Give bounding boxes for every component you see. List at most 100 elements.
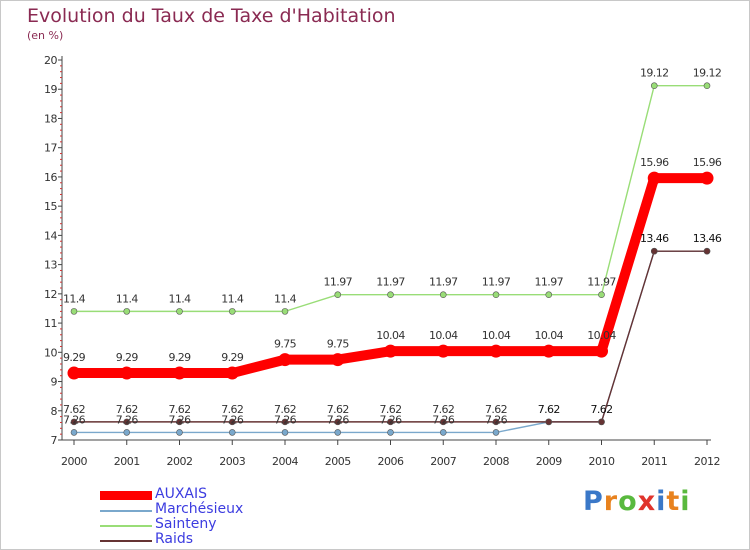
data-point	[67, 366, 81, 380]
data-label: 7.62	[63, 403, 85, 416]
data-label: 9.29	[116, 351, 139, 364]
data-label: 7.62	[327, 403, 349, 416]
y-tick-label: 18	[44, 112, 57, 125]
series-points	[67, 82, 714, 436]
data-point	[492, 418, 500, 426]
data-label: 13.46	[640, 232, 669, 245]
y-tick-label: 20	[44, 54, 57, 67]
x-tick-label: 2010	[589, 455, 615, 468]
data-point	[492, 429, 500, 436]
data-label: 19.12	[640, 67, 669, 80]
data-point	[176, 429, 183, 436]
chart-axes: 7 8 9 10 11 12 13 14 15 16 17 18 19 20 2000 2001 2002 200…	[44, 54, 721, 468]
data-point	[228, 429, 236, 436]
x-tick-label: 2008	[483, 455, 509, 468]
series-lines	[69, 85, 712, 434]
legend-swatch	[100, 491, 152, 500]
data-label: 10.04	[429, 329, 458, 342]
data-label: 11.97	[587, 276, 616, 289]
data-point	[439, 418, 447, 426]
y-tick-label: 16	[44, 171, 57, 184]
legend-label: Sainteny	[155, 516, 217, 532]
data-label: 10.04	[376, 329, 405, 342]
data-point	[598, 418, 605, 426]
data-label: 7.62	[379, 403, 401, 416]
data-label: 9.29	[221, 351, 244, 364]
y-tick-label: 19	[44, 83, 57, 96]
x-tick-label: 2012	[694, 455, 720, 468]
data-point	[334, 291, 342, 299]
data-point	[123, 418, 131, 426]
data-label: 10.04	[482, 329, 511, 342]
data-label: 7.26	[63, 413, 86, 426]
logo-letter: x	[637, 486, 657, 517]
data-point	[545, 291, 553, 299]
data-point	[331, 353, 345, 367]
x-tick-label: 2006	[378, 455, 404, 468]
data-label: 9.75	[327, 338, 350, 351]
data-point	[173, 366, 186, 380]
logo-letter: P	[583, 486, 604, 517]
chart-subtitle: (en %)	[27, 29, 64, 42]
x-tick-label: 2002	[167, 455, 193, 468]
data-label: 7.26	[485, 413, 508, 426]
logo-letter: r	[603, 486, 619, 517]
data-label: 15.96	[640, 156, 669, 169]
y-tick-label: 11	[44, 317, 57, 330]
y-tick-label: 13	[44, 259, 57, 272]
data-label: 11.4	[63, 292, 86, 305]
x-tick-label: 2011	[641, 455, 667, 468]
data-label: 11.97	[482, 276, 511, 289]
data-point	[489, 344, 503, 358]
legend-label: Marchésieux	[155, 501, 244, 517]
data-label: 10.04	[535, 329, 564, 342]
logo-letter: i	[656, 486, 667, 517]
legend-swatch	[100, 510, 152, 512]
data-point	[700, 171, 714, 185]
y-tick-label: 15	[44, 200, 57, 213]
data-point	[650, 82, 658, 90]
data-label: 11.4	[116, 292, 139, 305]
data-label: 7.62	[590, 403, 612, 416]
x-tick-label: 2003	[219, 455, 245, 468]
x-tick-label: 2009	[536, 455, 562, 468]
data-point	[598, 291, 605, 299]
x-tick-label: 2007	[430, 455, 456, 468]
y-tick-label: 14	[44, 229, 57, 242]
data-point	[703, 247, 711, 255]
data-point	[595, 344, 608, 358]
legend-label: Raids	[155, 531, 194, 547]
data-label: 7.62	[538, 403, 560, 416]
data-label: 9.75	[274, 338, 297, 351]
data-point	[387, 429, 394, 436]
data-point	[123, 308, 131, 315]
data-point	[281, 308, 289, 315]
data-point	[225, 366, 239, 380]
x-tick-label: 2001	[114, 455, 140, 468]
data-point	[120, 366, 134, 380]
x-tick-label: 2000	[61, 455, 87, 468]
data-label: 11.97	[429, 276, 458, 289]
data-point	[334, 418, 342, 426]
data-point	[228, 308, 236, 315]
proxiti-logo: Proxiti	[583, 486, 691, 517]
data-label: 11.97	[324, 276, 353, 289]
data-label: 7.26	[379, 413, 402, 426]
data-point	[70, 429, 78, 436]
logo-letter: i	[680, 486, 691, 517]
data-label: 7.62	[221, 403, 243, 416]
data-label: 7.26	[432, 413, 455, 426]
data-label: 9.29	[168, 351, 191, 364]
legend-swatch	[100, 525, 152, 527]
data-point	[176, 418, 183, 426]
y-tick-label: 8	[51, 405, 58, 418]
x-tick-label: 2004	[272, 455, 298, 468]
data-label: 10.04	[587, 329, 616, 342]
data-label: 9.29	[63, 351, 86, 364]
y-tick-label: 10	[44, 346, 57, 359]
logo-letter: t	[666, 486, 681, 517]
data-point	[492, 291, 500, 299]
x-tick-label: 2005	[325, 455, 351, 468]
legend-label: AUXAIS	[155, 486, 208, 502]
